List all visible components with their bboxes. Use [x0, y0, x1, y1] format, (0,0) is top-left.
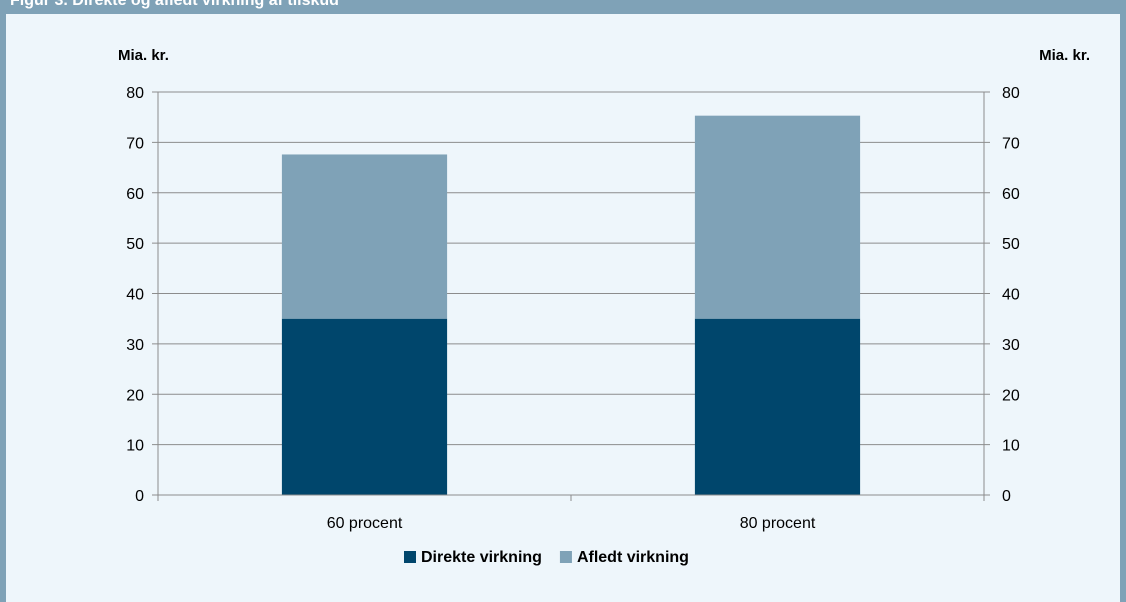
bar-afledt-2: [694, 115, 861, 319]
x-category-label: 80 procent: [740, 515, 816, 532]
y-tick-label-left: 70: [126, 135, 144, 152]
y-tick-label-right: 70: [1002, 135, 1020, 152]
y-tick-label-left: 50: [126, 236, 144, 253]
bar-direkte-2: [694, 318, 861, 495]
y-axis-unit-left: Mia. kr.: [118, 47, 169, 64]
y-tick-label-right: 50: [1002, 236, 1020, 253]
bars: [281, 115, 861, 495]
y-tick-label-right: 20: [1002, 387, 1020, 404]
y-tick-label-right: 80: [1002, 85, 1020, 102]
y-tick-label-left: 20: [126, 387, 144, 404]
y-tick-label-right: 40: [1002, 287, 1020, 304]
y-tick-label-left: 60: [126, 186, 144, 203]
bar-afledt-1: [281, 154, 448, 319]
y-tick-label-right: 60: [1002, 186, 1020, 203]
legend-swatch: [559, 551, 572, 563]
legend-label: Afledt virkning: [577, 549, 689, 566]
legend-label: Direkte virkning: [421, 549, 542, 566]
bar-direkte-1: [281, 318, 448, 495]
figure-header-bar: Figur 3. Direkte og afledt virkning af t…: [0, 0, 1126, 14]
legend: Direkte virkning Afledt virkning: [404, 549, 689, 566]
legend-swatch: [404, 551, 416, 563]
x-category-label: 60 procent: [327, 515, 403, 532]
y-tick-label-left: 30: [126, 337, 144, 354]
y-tick-label-left: 40: [126, 287, 144, 304]
y-tick-label-left: 80: [126, 85, 144, 102]
figure-header-title: Figur 3. Direkte og afledt virkning af t…: [10, 0, 339, 9]
y-ticks-left: 0 10 20 30 40 50 60 70 80: [126, 85, 158, 505]
x-category-labels: 60 procent 80 procent: [327, 515, 816, 532]
y-tick-label-right: 30: [1002, 337, 1020, 354]
y-ticks-right: 0 10 20 30 40 50 60 70 80: [984, 85, 1020, 505]
y-tick-label-right: 10: [1002, 438, 1020, 455]
y-tick-label-right: 0: [1002, 488, 1011, 505]
y-axis-unit-right: Mia. kr.: [1039, 47, 1090, 64]
y-tick-label-left: 10: [126, 438, 144, 455]
y-tick-label-left: 0: [135, 488, 144, 505]
